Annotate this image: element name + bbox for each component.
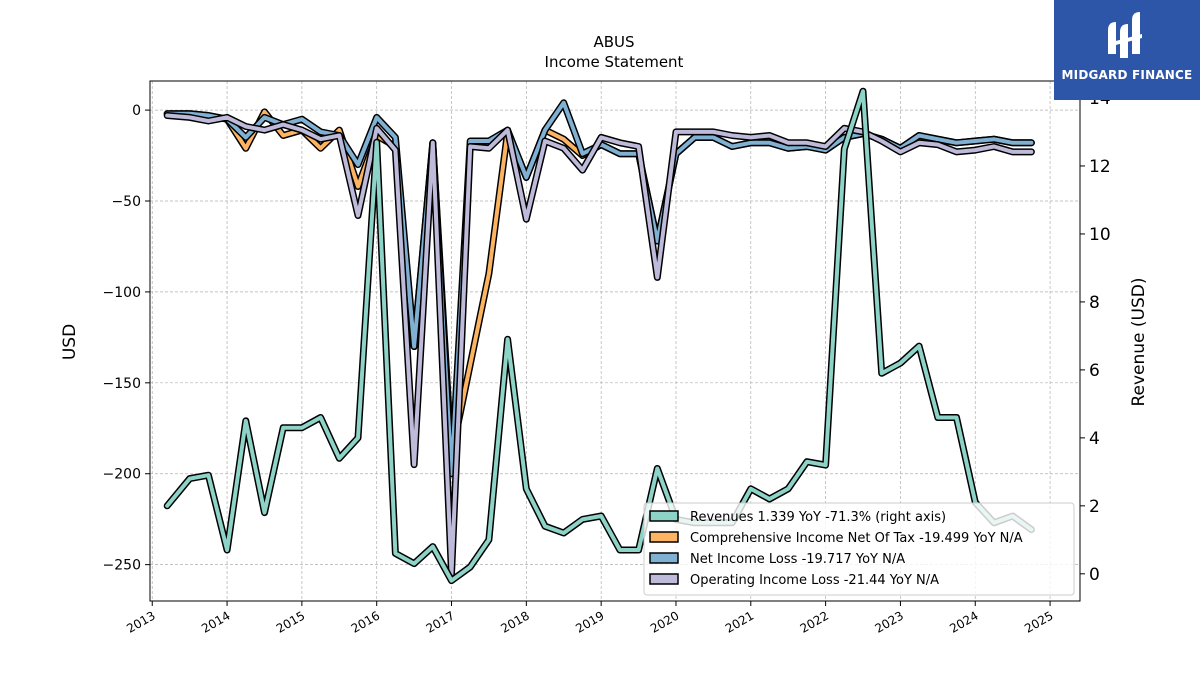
x-tick-label: 2015 (274, 608, 307, 635)
y2-tick-label: 0 (1089, 565, 1100, 585)
legend-label: Operating Income Loss -21.44 YoY N/A (690, 573, 939, 588)
y-tick-label: 0 (132, 103, 141, 119)
x-tick-label: 2021 (723, 608, 756, 635)
legend-swatch (649, 573, 679, 585)
legend-item: Net Income Loss -19.717 YoY N/A (649, 552, 905, 567)
y2-tick-label: 8 (1089, 293, 1100, 313)
legend-swatch (649, 552, 679, 564)
y2-tick-label: 12 (1089, 157, 1111, 177)
grid-lines (150, 81, 1080, 601)
series-line (165, 113, 1034, 576)
y2-tick-label: 6 (1089, 361, 1100, 381)
y2-axis-label: Revenue (USD) (1129, 277, 1149, 406)
legend-item: Revenues 1.339 YoY -71.3% (right axis) (649, 510, 946, 525)
legend-label: Comprehensive Income Net Of Tax -19.499 … (690, 531, 1023, 546)
series-line (165, 89, 1034, 583)
y-tick-label: −100 (103, 285, 141, 301)
series-lines (163, 87, 1035, 585)
y-tick-label: −150 (103, 376, 141, 392)
plot-frame (149, 80, 1081, 602)
y-tick-label: −200 (103, 467, 141, 483)
series-net-income-loss (163, 99, 1035, 478)
x-tick-label: 2017 (424, 608, 457, 635)
series-revenues (163, 87, 1035, 585)
series-operating-income-loss (163, 112, 1035, 578)
legend: Revenues 1.339 YoY -71.3% (right axis) Co… (643, 502, 1075, 596)
x-tick-label: 2013 (124, 608, 157, 635)
x-tick-label: 2014 (199, 608, 232, 635)
x-tick-label: 2022 (798, 608, 831, 635)
y2-tick-label: 10 (1089, 225, 1111, 245)
series-outline (163, 99, 1035, 478)
x-tick-label: 2019 (573, 608, 606, 635)
x-tick-label: 2016 (349, 608, 382, 635)
y-axis-label: USD (60, 324, 80, 360)
chart-title: ABUS (593, 33, 634, 51)
legend-item: Comprehensive Income Net Of Tax -19.499 … (649, 531, 1023, 546)
legend-label: Net Income Loss -19.717 YoY N/A (690, 552, 905, 567)
chart-subtitle: Income Statement (545, 53, 684, 71)
x-tick-label: 2020 (648, 608, 681, 635)
legend-item: Operating Income Loss -21.44 YoY N/A (649, 573, 939, 588)
x-tick-label: 2025 (1022, 608, 1055, 635)
x-tick-label: 2018 (498, 608, 531, 635)
series-line (165, 100, 1034, 476)
legend-box (643, 502, 1075, 596)
y-tick-label: −50 (111, 194, 141, 210)
series-comprehensive-income-net-of-tax (163, 108, 1035, 459)
brand-name: MIDGARD FINANCE (1061, 68, 1193, 82)
y-tick-label: −250 (103, 558, 141, 574)
x-tick-label: 2024 (947, 608, 980, 635)
y2-tick-label: 4 (1089, 429, 1100, 449)
legend-swatch (649, 531, 679, 543)
legend-swatch (649, 510, 679, 522)
series-outline (163, 108, 1035, 459)
series-line (165, 109, 1034, 458)
y2-tick-label: 2 (1089, 497, 1100, 517)
x-tick-label: 2023 (872, 608, 905, 635)
legend-label: Revenues 1.339 YoY -71.3% (right axis) (690, 510, 946, 525)
brand-logo: MIDGARD FINANCE (1054, 0, 1200, 100)
brand-logo-icon (1108, 12, 1142, 58)
